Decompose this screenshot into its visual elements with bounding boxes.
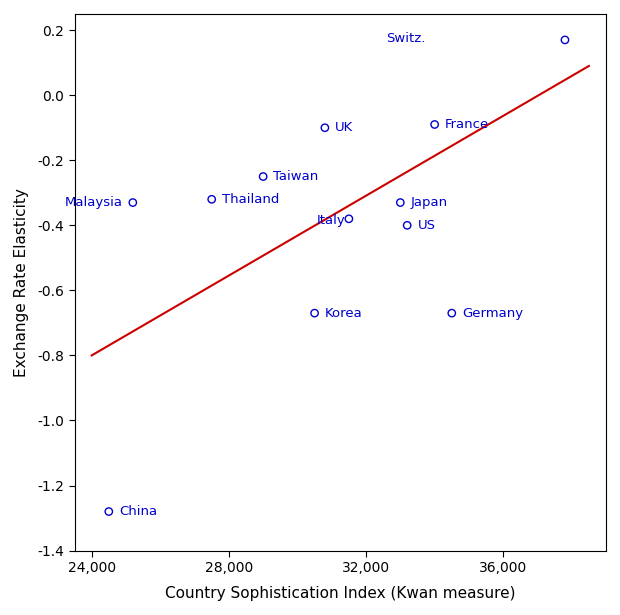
Y-axis label: Exchange Rate Elasticity: Exchange Rate Elasticity — [14, 188, 29, 376]
Text: Germany: Germany — [462, 307, 523, 320]
Text: Switz.: Switz. — [387, 32, 426, 45]
Point — [104, 507, 114, 517]
Text: China: China — [119, 505, 157, 518]
Point — [560, 35, 570, 45]
Point — [344, 214, 354, 224]
Point — [258, 172, 268, 181]
Point — [128, 197, 138, 207]
Text: Taiwan: Taiwan — [273, 170, 319, 183]
Text: Thailand: Thailand — [222, 192, 280, 206]
Text: France: France — [445, 118, 489, 131]
Point — [402, 220, 412, 230]
Text: Malaysia: Malaysia — [64, 196, 123, 209]
Text: Italy: Italy — [317, 214, 345, 227]
Point — [396, 197, 405, 207]
Point — [206, 194, 216, 204]
Point — [447, 308, 457, 318]
Text: Japan: Japan — [410, 196, 448, 209]
Text: Korea: Korea — [325, 307, 363, 320]
Text: UK: UK — [335, 121, 353, 134]
Point — [430, 119, 440, 129]
Text: US: US — [417, 219, 435, 232]
Point — [309, 308, 319, 318]
Point — [320, 123, 330, 133]
X-axis label: Country Sophistication Index (Kwan measure): Country Sophistication Index (Kwan measu… — [165, 586, 516, 601]
